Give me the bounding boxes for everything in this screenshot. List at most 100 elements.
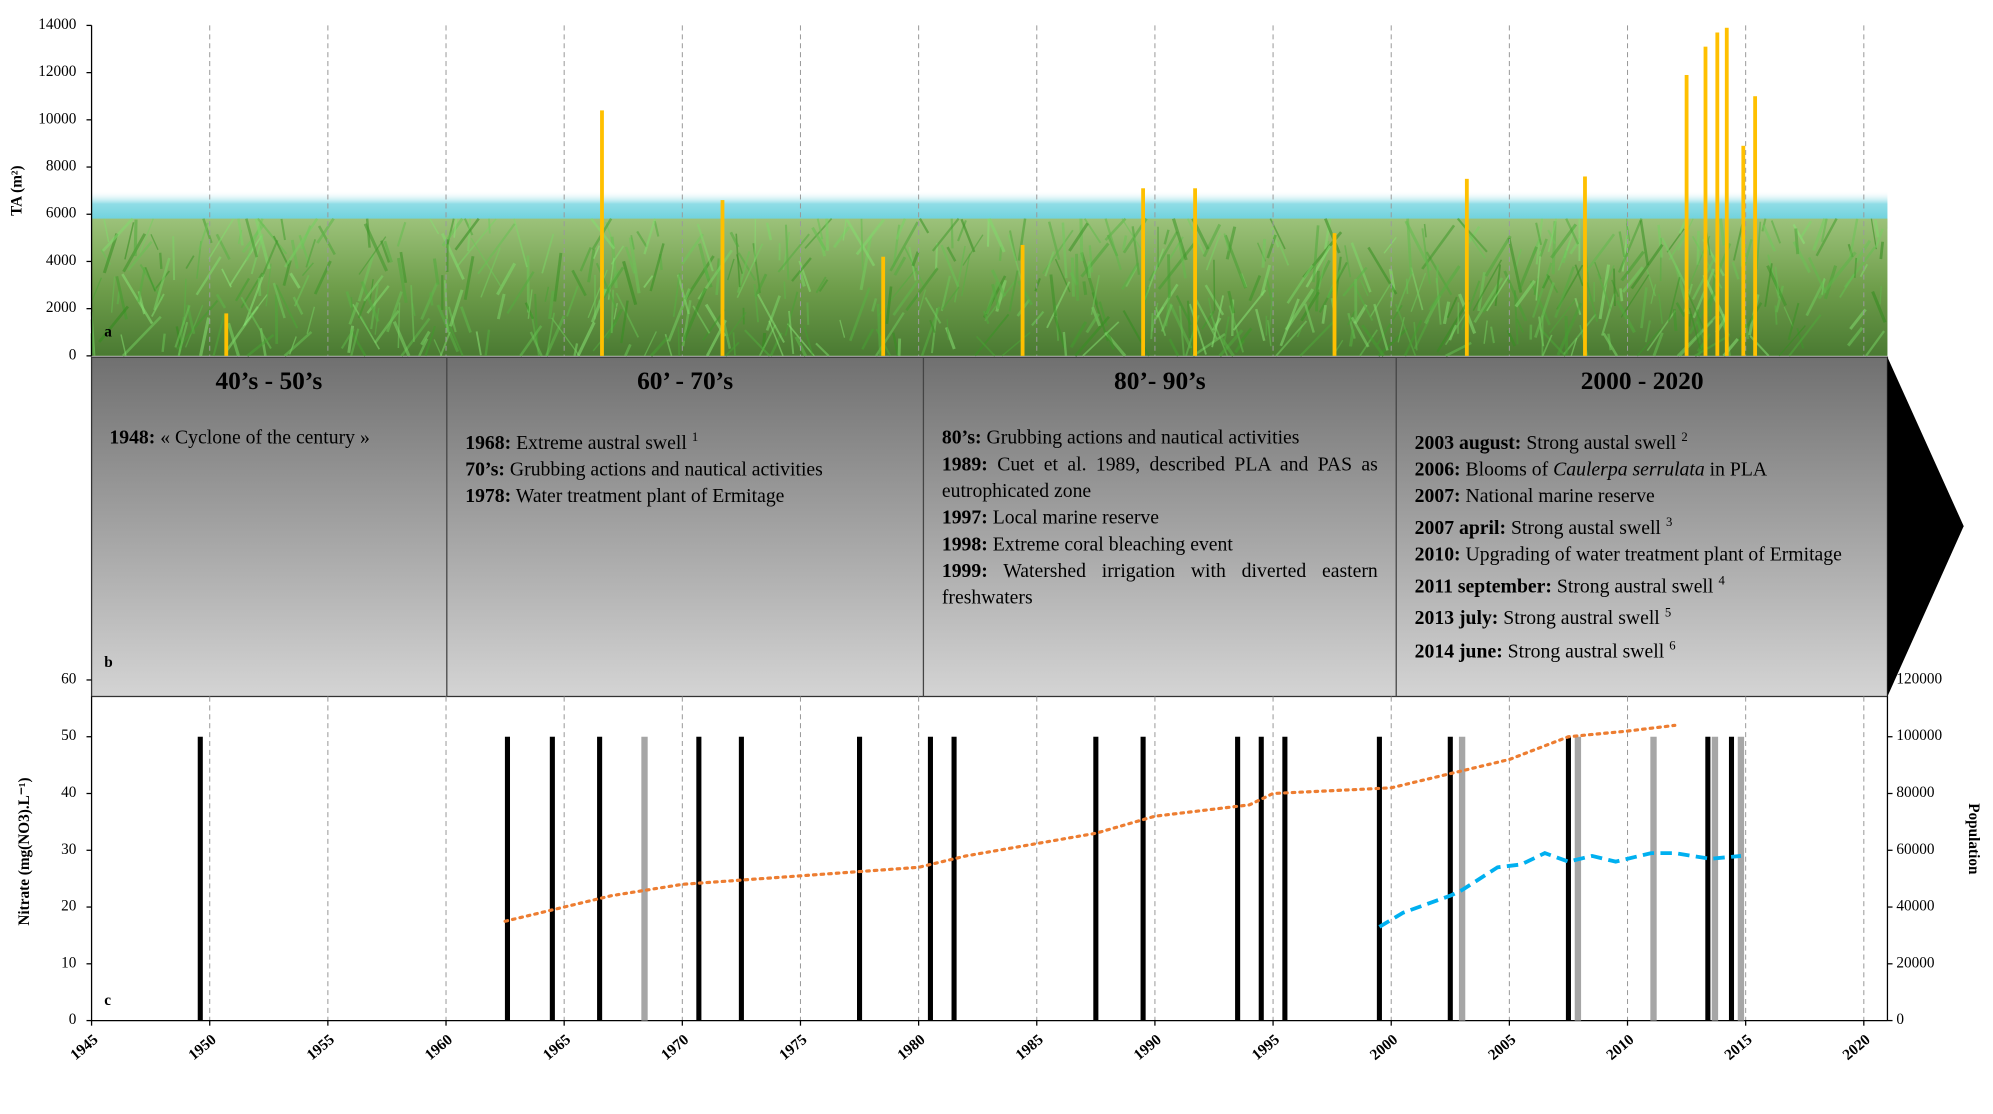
seagrass-blade (676, 274, 690, 315)
seagrass-blade (1121, 235, 1128, 251)
seagrass-blade (345, 291, 354, 308)
seagrass-blade (1636, 328, 1662, 357)
seagrass-blade (893, 256, 907, 276)
seagrass-blade (1799, 220, 1813, 239)
seagrass-blade (736, 254, 743, 274)
seagrass-blade (527, 289, 533, 319)
seagrass-blade (1448, 324, 1457, 341)
seagrass-blade (784, 291, 799, 336)
seagrass-blade (1324, 218, 1341, 254)
seagrass-blade (1395, 271, 1413, 312)
seagrass-blade (545, 315, 566, 357)
seagrass-blade (1556, 302, 1583, 356)
seagrass-blade (1171, 218, 1188, 261)
seagrass-blade (1046, 281, 1071, 329)
event-note: 5 (1664, 606, 1672, 621)
seagrass-blade (1074, 315, 1111, 357)
seagrass-blade (1225, 226, 1237, 260)
seagrass-blade (788, 310, 795, 355)
seagrass-blade (1175, 295, 1193, 326)
seagrass-blade (475, 331, 482, 356)
seagrass-blade (340, 328, 355, 350)
seagrass-blade (1563, 313, 1597, 356)
bar (1715, 32, 1720, 356)
seagrass-blade (299, 225, 312, 250)
seagrass-blade (280, 218, 286, 241)
y-tick-label: 8000 (46, 158, 77, 175)
seagrass-blade (962, 234, 984, 266)
seagrass-blade (1879, 285, 1882, 305)
seagrass-blade (1168, 338, 1180, 357)
bar (1711, 736, 1719, 1021)
event-text-tail: in PLA (1709, 459, 1768, 481)
event-date: 1997: (941, 507, 988, 529)
event-date: 70’s: (465, 459, 505, 481)
seagrass-blade (1324, 218, 1332, 250)
bar (224, 313, 229, 356)
event-note: 6 (1669, 638, 1676, 653)
seagrass-blade (383, 240, 393, 263)
y-tick-label: 60 (61, 670, 77, 687)
line-series (503, 723, 1677, 923)
seagrass-blade (649, 336, 669, 357)
seagrass-blade (546, 312, 555, 357)
seagrass-blade (116, 291, 121, 305)
bar (1376, 736, 1382, 1021)
seagrass-blade (420, 282, 439, 320)
seagrass-blade (229, 235, 263, 287)
line-series (1378, 851, 1742, 929)
seagrass-blade (432, 258, 440, 285)
seagrass-blade (905, 267, 939, 312)
seagrass-blade (1178, 242, 1187, 279)
bar (1724, 27, 1729, 356)
event-text: Blooms of (1465, 459, 1549, 481)
seagrass-blade (1085, 313, 1100, 334)
seagrass-blade (454, 217, 480, 251)
seagrass-blade (396, 221, 407, 247)
seagrass-blade (871, 298, 878, 312)
seagrass-blade (825, 218, 830, 251)
event-date: 2007: (1414, 485, 1461, 508)
seagrass-blade (1359, 329, 1378, 357)
y2-tick-label: 20000 (1896, 954, 1935, 971)
seagrass-blade (991, 283, 1001, 310)
seagrass-blade (1702, 274, 1728, 323)
seagrass-blade (467, 218, 472, 252)
seagrass-blade (1853, 257, 1858, 279)
seagrass-blade (924, 297, 942, 324)
event-date: 1968: (465, 432, 512, 454)
seagrass-blade (1104, 217, 1127, 242)
seagrass-blade (1731, 261, 1740, 280)
seagrass-blade (363, 274, 384, 302)
seagrass-blade (889, 221, 919, 272)
seagrass-blade (1783, 306, 1794, 327)
timeline-event: 2007: National marine reserve (1415, 483, 1870, 510)
seagrass-blade (1403, 319, 1423, 357)
seagrass-blade (282, 259, 292, 286)
event-text: Grubbing actions and nautical activities (509, 459, 823, 481)
seagrass-blade (1756, 221, 1762, 270)
seagrass-blade (1228, 305, 1244, 353)
seagrass-blade (153, 257, 171, 311)
seagrass-blade (1268, 287, 1274, 332)
bar (720, 200, 725, 356)
timeline-panel (90, 356, 1889, 698)
seagrass-blade (806, 302, 810, 325)
bar (1741, 145, 1746, 356)
seagrass-blade (360, 315, 372, 336)
seagrass-blade (643, 331, 657, 357)
seagrass-blade (1518, 246, 1538, 290)
seagrass-blade (566, 285, 579, 317)
seagrass-blade (1299, 318, 1337, 357)
seagrass-blade (1104, 218, 1122, 271)
seagrass-blade (682, 287, 708, 342)
seagrass-blade (1234, 339, 1246, 354)
bar (1193, 188, 1197, 356)
seagrass-blade (1304, 303, 1315, 333)
seagrass-blade (1494, 264, 1502, 307)
seagrass-blade (1586, 282, 1598, 322)
bar (597, 736, 603, 1021)
seagrass-blade (961, 253, 971, 297)
seagrass-blade (1068, 222, 1089, 252)
seagrass-blade (1428, 265, 1461, 312)
